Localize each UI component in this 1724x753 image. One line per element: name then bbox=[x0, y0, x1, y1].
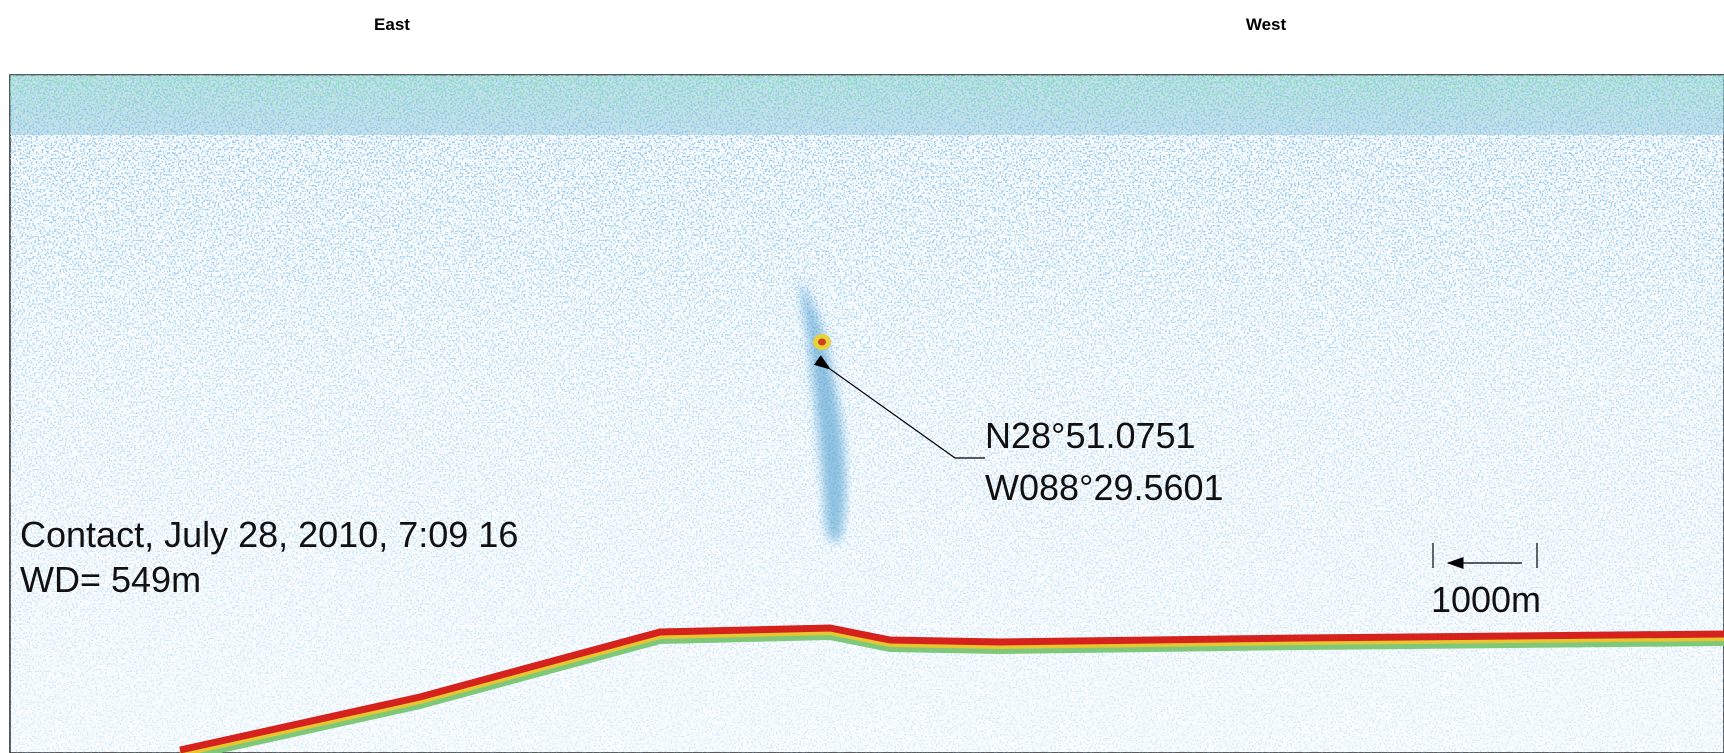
header-west: West bbox=[1246, 15, 1287, 34]
header-east: East bbox=[374, 15, 410, 34]
contact-label: Contact, July 28, 2010, 7:09 16 bbox=[20, 514, 518, 555]
scale-bar: 1000m bbox=[1431, 543, 1541, 620]
seafloor-red bbox=[179, 624, 1724, 753]
latitude-label: N28°51.0751 bbox=[985, 415, 1196, 456]
depth-label: WD= 549m bbox=[20, 559, 201, 600]
plume bbox=[800, 280, 846, 542]
echogram bbox=[9, 74, 1724, 753]
seafloor-yellow bbox=[179, 628, 1724, 753]
surface-speckle bbox=[10, 75, 1724, 135]
plume-core-center bbox=[818, 338, 826, 346]
longitude-label: W088°29.5601 bbox=[985, 467, 1224, 508]
speckle bbox=[10, 75, 1724, 753]
scale-label: 1000m bbox=[1431, 579, 1541, 620]
seafloor-green bbox=[184, 631, 1724, 753]
pointer-arrow bbox=[813, 355, 985, 459]
